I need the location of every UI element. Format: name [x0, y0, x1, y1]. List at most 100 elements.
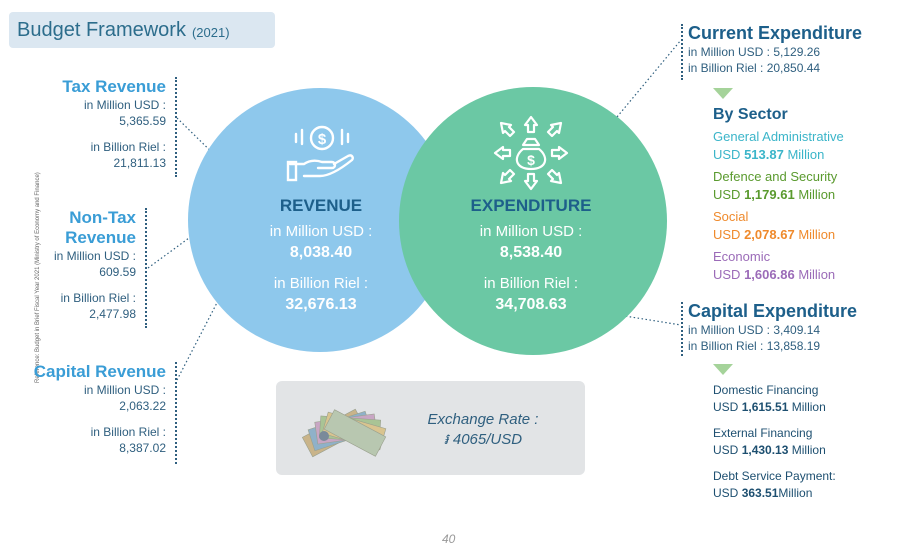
- sector-item: Social USD 2,078.67 Million: [713, 208, 898, 244]
- title-year: (2021): [191, 24, 230, 40]
- capital-exp-divider: [681, 302, 683, 356]
- capital-item-suffix: Million: [791, 400, 826, 414]
- caprev-divider: [175, 362, 177, 464]
- nontax-usd-label: in Million USD :: [53, 249, 136, 263]
- nontax-title-1: Non-Tax: [69, 208, 136, 227]
- money-bag-arrows-icon: $: [493, 115, 569, 191]
- capital-item-value: 1,430.13: [741, 443, 789, 457]
- revenue-riel-label: in Billion Riel :: [273, 275, 369, 292]
- expenditure-circle-text: EXPENDITURE in Million USD : 8,538.40 in…: [448, 196, 614, 316]
- nontax-riel-label: in Billion Riel :: [60, 291, 136, 305]
- nontax-title-2: Revenue: [65, 228, 136, 247]
- svg-text:$: $: [318, 131, 327, 148]
- nontax-revenue-block: Non-Tax Revenue in Million USD : 609.59 …: [10, 208, 136, 322]
- current-expenditure-block: Current Expenditure in Million USD : 5,1…: [688, 22, 898, 76]
- sector-item: General Administrative USD 513.87 Million: [713, 128, 898, 164]
- sector-amount: USD 513.87 Million: [713, 146, 898, 164]
- sector-name: General Administrative: [713, 129, 844, 144]
- capital-revenue-block: Capital Revenue in Million USD : 2,063.2…: [6, 362, 166, 456]
- sector-name: Defence and Security: [713, 169, 838, 184]
- caprev-usd-label: in Million USD :: [83, 383, 166, 397]
- sector-amount: USD 2,078.67 Million: [713, 226, 898, 244]
- sector-prefix: USD: [713, 227, 741, 242]
- revenue-usd-label: in Million USD :: [269, 223, 373, 240]
- by-sector-block: By Sector General Administrative USD 513.…: [713, 106, 898, 284]
- capital-exp-riel: in Billion Riel : 13,858.19: [688, 339, 821, 353]
- money-hand-icon: $: [286, 125, 354, 182]
- tax-usd-label: in Million USD :: [83, 98, 166, 112]
- nontax-riel-value: 2,477.98: [89, 307, 136, 321]
- tax-riel-value: 21,811.13: [113, 156, 167, 170]
- sector-prefix: USD: [713, 187, 741, 202]
- tax-riel-label: in Billion Riel :: [90, 140, 166, 154]
- capital-exp-title: Capital Expenditure: [688, 301, 858, 321]
- by-sector-title: By Sector: [713, 106, 788, 123]
- capital-item: External Financing USD 1,430.13 Million: [713, 425, 898, 459]
- current-exp-title: Current Expenditure: [688, 23, 863, 43]
- tax-revenue-block: Tax Revenue in Million USD : 5,365.59 in…: [18, 77, 166, 171]
- caprev-usd-value: 2,063.22: [119, 399, 166, 413]
- expenditure-usd-value: 8,538.40: [499, 244, 563, 261]
- expenditure-riel-label: in Billion Riel :: [483, 275, 579, 292]
- sector-suffix: Million: [798, 227, 836, 242]
- caprev-riel-value: 8,387.02: [119, 441, 166, 455]
- capital-item-name: Debt Service Payment:: [713, 469, 836, 483]
- revenue-usd-value: 8,038.40: [289, 244, 353, 261]
- capital-item-name: Domestic Financing: [713, 383, 819, 397]
- sector-item: Economic USD 1,606.86 Million: [713, 248, 898, 284]
- capital-item-amount: USD 1,430.13 Million: [713, 442, 898, 459]
- capital-item-amount: USD 1,615.51 Million: [713, 399, 898, 416]
- tax-divider: [175, 77, 177, 177]
- tax-usd-value: 5,365.59: [119, 114, 166, 128]
- capital-item-amount: USD 363.51Million: [713, 485, 898, 502]
- connector-current-exp: [611, 39, 682, 124]
- expenditure-usd-label: in Million USD :: [479, 223, 583, 240]
- capital-item-prefix: USD: [713, 486, 739, 500]
- capital-items: Domestic Financing USD 1,615.51 Million Ex…: [713, 382, 898, 511]
- capital-item-suffix: Million: [791, 443, 826, 457]
- svg-text:$: $: [527, 152, 535, 168]
- page-number: 40: [442, 532, 456, 546]
- revenue-riel-value: 32,676.13: [285, 296, 357, 313]
- capital-item-value: 363.51: [741, 486, 779, 500]
- sector-value: 1,179.61: [744, 187, 795, 202]
- revenue-title: REVENUE: [279, 196, 363, 215]
- capital-exp-usd: in Million USD : 3,409.14: [688, 323, 821, 337]
- expenditure-riel-value: 34,708.63: [495, 296, 567, 313]
- sector-suffix: Million: [798, 267, 836, 282]
- sector-suffix: Million: [787, 147, 825, 162]
- nontax-usd-value: 609.59: [99, 265, 136, 279]
- capital-arrow-icon: [713, 364, 733, 375]
- banknotes-icon: [301, 408, 387, 458]
- capital-item-prefix: USD: [713, 443, 739, 457]
- capital-item-suffix: Million: [778, 486, 813, 500]
- capital-expenditure-block: Capital Expenditure in Million USD : 3,4…: [688, 300, 898, 354]
- capital-item: Debt Service Payment: USD 363.51Million: [713, 468, 898, 502]
- capital-revenue-title: Capital Revenue: [33, 362, 166, 381]
- capital-item-value: 1,615.51: [741, 400, 789, 414]
- sector-amount: USD 1,179.61 Million: [713, 186, 898, 204]
- sector-arrow-icon: [713, 88, 733, 99]
- sector-name: Economic: [713, 249, 771, 264]
- page-title: Budget Framework (2021): [9, 12, 275, 48]
- sector-prefix: USD: [713, 147, 741, 162]
- revenue-circle-text: REVENUE in Million USD : 8,038.40 in Bil…: [234, 196, 408, 316]
- sector-value: 513.87: [744, 147, 784, 162]
- exchange-value: ៛ 4065/USD: [443, 431, 523, 448]
- capital-item-name: External Financing: [713, 426, 813, 440]
- sector-name: Social: [713, 209, 749, 224]
- sector-value: 1,606.86: [744, 267, 795, 282]
- sector-suffix: Million: [798, 187, 836, 202]
- expenditure-title: EXPENDITURE: [470, 196, 592, 215]
- sector-item: Defence and Security USD 1,179.61 Million: [713, 168, 898, 204]
- sector-value: 2,078.67: [744, 227, 795, 242]
- sector-prefix: USD: [713, 267, 741, 282]
- capital-item-prefix: USD: [713, 400, 739, 414]
- caprev-riel-label: in Billion Riel :: [90, 425, 166, 439]
- exchange-label: Exchange Rate :: [427, 411, 539, 428]
- title-text: Budget Framework: [17, 18, 186, 41]
- current-exp-riel: in Billion Riel : 20,850.44: [688, 61, 821, 75]
- capital-item: Domestic Financing USD 1,615.51 Million: [713, 382, 898, 416]
- nontax-divider: [145, 208, 147, 328]
- current-exp-usd: in Million USD : 5,129.26: [688, 45, 821, 59]
